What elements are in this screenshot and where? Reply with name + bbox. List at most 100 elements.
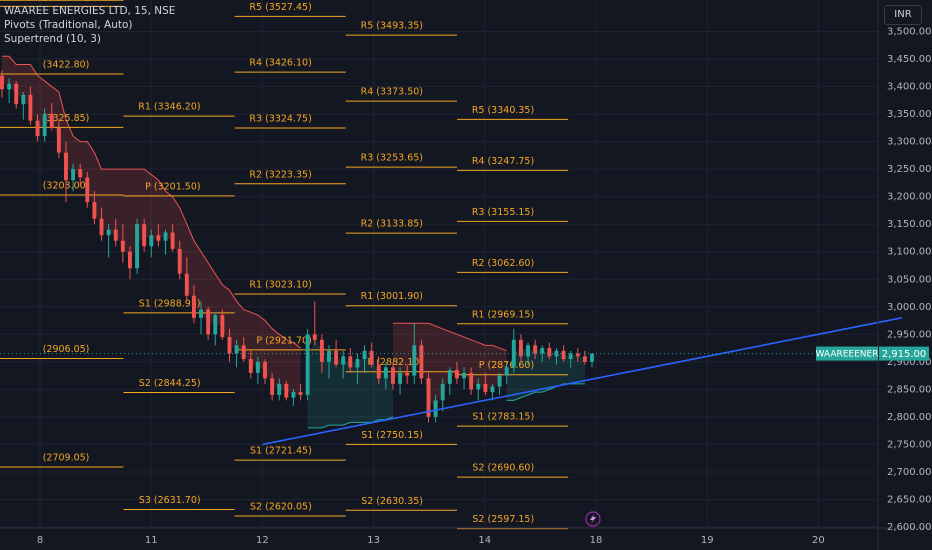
pivot-level-label: (2906.05) [43, 344, 90, 355]
pivot-level-label: R1 (3001.90) [361, 291, 423, 302]
candle [71, 163, 76, 192]
candle-body [135, 224, 140, 269]
candle [341, 350, 346, 379]
candle [135, 218, 140, 274]
candle-body [56, 127, 61, 153]
candle-body [71, 169, 76, 181]
supertrend-down-fill [2, 56, 301, 395]
time-tick-label: 18 [590, 535, 603, 546]
candle [398, 367, 403, 395]
candle-body [270, 378, 275, 395]
pivot-layer: R2 (3556.75)(3545.65)(3422.80)(3325.85)(… [0, 0, 569, 530]
candle [440, 378, 445, 412]
candle-body [582, 356, 587, 362]
candle [142, 218, 147, 252]
candle [483, 372, 488, 395]
lightning-bolt-icon[interactable] [585, 511, 601, 527]
candle [433, 394, 438, 423]
symbol-badge [816, 346, 878, 361]
pivot-level-label: R1 (3023.10) [249, 280, 311, 291]
candle-body [490, 386, 495, 393]
candle [305, 328, 310, 401]
price-tick-label: 2,650.00 [887, 494, 932, 505]
time-axis[interactable]: 8 11 12 13 14 18 19 20 [37, 535, 825, 546]
time-tick-label: 19 [701, 535, 714, 546]
indicator-pivots[interactable]: Pivots (Traditional, Auto) [4, 19, 133, 31]
pivot-level-label: R2 (3223.35) [249, 169, 311, 180]
candle-body [156, 235, 161, 241]
candle-body [21, 94, 26, 105]
candle [99, 207, 104, 241]
currency-button[interactable]: INR [884, 5, 922, 25]
pivot-level-label: P (2882.10) [368, 357, 423, 368]
candle-body [149, 235, 154, 247]
candle [85, 171, 90, 208]
candle-body [469, 372, 474, 390]
pivot-level-label: R5 (3493.35) [361, 21, 423, 32]
candle [355, 353, 360, 384]
pivot-level-label: R2 (3062.60) [472, 258, 534, 269]
price-tick-label: 2,850.00 [887, 384, 932, 395]
candle [21, 92, 26, 120]
price-tick-label: 3,050.00 [887, 274, 932, 285]
candle-body [497, 375, 502, 387]
price-tick-label: 2,900.00 [887, 357, 932, 368]
candle-body [526, 345, 530, 357]
pivot-level-label: (3545.65) [43, 0, 90, 3]
candle-body [348, 356, 353, 368]
pivot-level-label: S2 (2630.35) [361, 496, 423, 507]
candle [419, 339, 424, 384]
candle [454, 361, 459, 384]
indicator-supertrend[interactable]: Supertrend (10, 3) [4, 33, 101, 45]
candle [199, 301, 203, 335]
candle [241, 337, 246, 362]
candle-body [49, 114, 54, 128]
candle [191, 284, 196, 324]
candle-body [369, 350, 374, 365]
candle-body [64, 152, 68, 181]
candle-body [440, 383, 445, 401]
price-tick-label: 2,750.00 [887, 439, 932, 450]
pivot-level-label: (2709.05) [43, 452, 90, 463]
candle-body [113, 229, 118, 241]
candle [206, 306, 211, 340]
candle-body [376, 364, 381, 379]
candle-body [334, 350, 339, 365]
price-axis[interactable]: 3,500.00 3,450.00 3,400.00 3,350.00 3,300.00… [887, 27, 932, 534]
candle-body [177, 248, 182, 274]
candle [462, 367, 467, 390]
candle [7, 78, 12, 104]
event-marker[interactable] [585, 511, 601, 527]
candle [177, 240, 182, 280]
pivot-level-label: R5 (3340.35) [472, 105, 534, 116]
candle [327, 345, 331, 379]
candle-body [561, 350, 566, 360]
candle [106, 224, 111, 258]
candle [540, 345, 545, 362]
supertrend-down-line [2, 55, 301, 349]
candle-body [391, 367, 395, 384]
candles-layer [0, 70, 594, 423]
candle-body [127, 251, 132, 269]
candle-body [263, 361, 267, 379]
candle-body [163, 232, 168, 241]
candle-body [426, 378, 431, 417]
trendline[interactable] [262, 317, 902, 446]
symbol-title[interactable]: WAAREE ENERGIES LTD, 15, NSE [4, 5, 176, 17]
candle-body [447, 370, 452, 384]
price-tick-label: 2,600.00 [887, 522, 932, 533]
candle [362, 345, 367, 373]
pivot-level-label: (3325.85) [43, 113, 90, 124]
time-tick-label: 11 [145, 535, 158, 546]
candle-body [412, 345, 417, 376]
trendline-layer[interactable] [262, 317, 902, 446]
candle-body [120, 240, 125, 252]
candle [490, 383, 495, 401]
candle [14, 81, 19, 109]
pivot-level-label: R4 (3426.10) [249, 58, 311, 69]
pivot-level-label: R1 (3346.20) [138, 102, 200, 113]
candle [568, 350, 573, 368]
candle-body [518, 339, 523, 357]
pivot-level-label: R5 (3527.45) [249, 2, 311, 13]
